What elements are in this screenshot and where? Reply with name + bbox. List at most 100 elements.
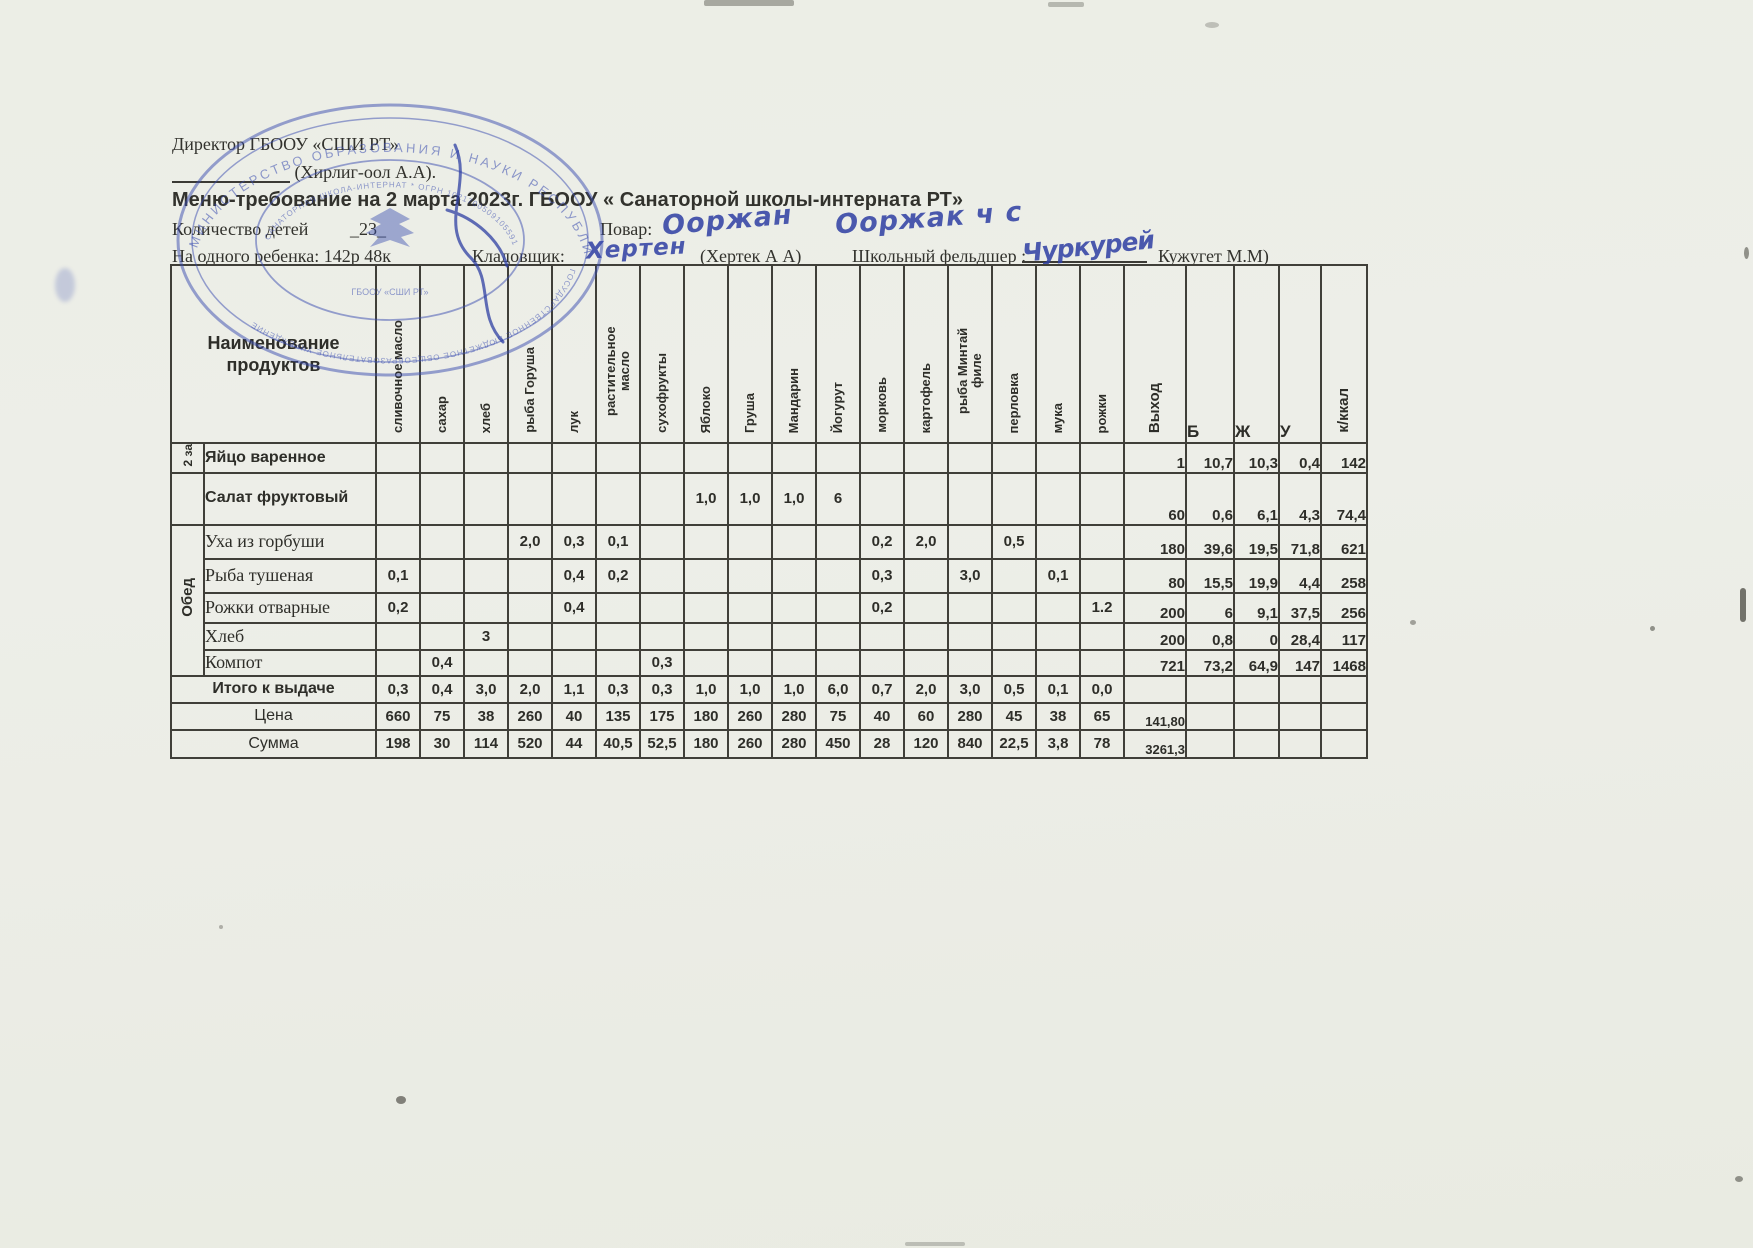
- ingredient-value-cell: [639, 621, 685, 651]
- ingredient-value-cell: [639, 523, 685, 560]
- ingredient-value-cell: [947, 442, 993, 474]
- ingredient-header-label: сливочное масло: [389, 319, 405, 433]
- ingredient-value-cell: [815, 442, 861, 474]
- summary-value-cell: 6: [1185, 591, 1235, 624]
- feldsher-signature-underline: Чуркурей: [1021, 225, 1155, 268]
- summary-value-cell: 147: [1278, 648, 1322, 677]
- ingredient-value-cell: [419, 471, 465, 526]
- ingredient-value-cell: [771, 621, 817, 651]
- ingredient-value-cell: [727, 557, 773, 594]
- sum-row-value-cell: 198: [375, 728, 421, 759]
- feldsher-label: Школьный фельдшер :: [852, 246, 1027, 266]
- dish-row: 2 за Яйцо варенное 1 10,7 10,3 0,4 142: [170, 442, 1368, 474]
- ingredient-value-cell: [507, 591, 553, 624]
- ingredient-value-cell: [595, 471, 641, 526]
- sum-row-value-cell: 3,8: [1035, 728, 1081, 759]
- scan-artifact: [1650, 626, 1655, 631]
- summary-value-cell: 73,2: [1185, 648, 1235, 677]
- scan-artifact: [396, 1096, 406, 1104]
- ingredient-value-cell: [859, 471, 905, 526]
- price-row-value-cell: 180: [683, 701, 729, 731]
- ingredient-value-cell: 0,2: [859, 591, 905, 624]
- summary-value-cell: 10,3: [1233, 442, 1280, 474]
- summary-value-cell: 4,3: [1278, 471, 1322, 526]
- ingredient-value-cell: [1035, 591, 1081, 624]
- ingredient-value-cell: [771, 442, 817, 474]
- price-row-value-cell: 260: [727, 701, 773, 731]
- summary-value-cell: 74,4: [1320, 471, 1368, 526]
- ingredient-value-cell: [375, 648, 421, 677]
- price-row-summary-cell: 141,80: [1123, 701, 1187, 731]
- ingredient-value-cell: [639, 591, 685, 624]
- price-row-value-cell: 38: [1035, 701, 1081, 731]
- summary-value-cell: 0,6: [1185, 471, 1235, 526]
- price-row-summary-cell: [1278, 701, 1322, 731]
- ingredient-value-cell: [991, 471, 1037, 526]
- column-header-summary: Б: [1185, 264, 1235, 444]
- column-header-ingredient: Яблоко: [683, 264, 729, 444]
- totals-row-value-cell: 0,3: [375, 674, 421, 704]
- ingredient-header-label: рожки: [1093, 393, 1109, 433]
- scan-artifact: [704, 0, 794, 6]
- meal-group-label: 2 за: [170, 442, 205, 474]
- ingredient-value-cell: [507, 557, 553, 594]
- totals-row-value-cell: 0,0: [1079, 674, 1125, 704]
- column-header-ingredient: мука: [1035, 264, 1081, 444]
- totals-row-value-cell: 1,0: [771, 674, 817, 704]
- summary-value-cell: 621: [1320, 523, 1368, 560]
- price-row-value-cell: 75: [815, 701, 861, 731]
- ingredient-value-cell: [419, 621, 465, 651]
- column-header-ingredient: перловка: [991, 264, 1037, 444]
- sum-row-value-cell: 28: [859, 728, 905, 759]
- summary-value-cell: 117: [1320, 621, 1368, 651]
- summary-value-cell: 19,9: [1233, 557, 1280, 594]
- price-row-value-cell: 260: [507, 701, 553, 731]
- children-count-value: _23_: [350, 219, 386, 239]
- sum-row-summary-cell: [1185, 728, 1235, 759]
- column-header-summary: Ж: [1233, 264, 1280, 444]
- column-header-ingredient: морковь: [859, 264, 905, 444]
- summary-value-cell: 256: [1320, 591, 1368, 624]
- ingredient-value-cell: [903, 621, 949, 651]
- ingredient-value-cell: 0,2: [375, 591, 421, 624]
- ingredient-value-cell: [771, 648, 817, 677]
- sum-row-value-cell: 450: [815, 728, 861, 759]
- ingredient-value-cell: [1079, 471, 1125, 526]
- price-row-value-cell: 175: [639, 701, 685, 731]
- dish-name: Хлеб: [203, 621, 377, 651]
- ingredient-value-cell: [551, 471, 597, 526]
- totals-row-value-cell: 1,1: [551, 674, 597, 704]
- summary-value-cell: 71,8: [1278, 523, 1322, 560]
- price-row-value-cell: 280: [947, 701, 993, 731]
- sum-row-value-cell: 280: [771, 728, 817, 759]
- ingredient-value-cell: [1035, 648, 1081, 677]
- ingredient-value-cell: 3,0: [947, 557, 993, 594]
- column-header-ingredient: рожки: [1079, 264, 1125, 444]
- ingredient-value-cell: [639, 557, 685, 594]
- totals-row-label: Итого к выдаче: [170, 674, 377, 704]
- summary-value-cell: 142: [1320, 442, 1368, 474]
- totals-row-value-cell: 1,0: [727, 674, 773, 704]
- ingredient-value-cell: [947, 621, 993, 651]
- summary-value-cell: 0,4: [1278, 442, 1322, 474]
- children-count-label: Количество детей: [172, 219, 309, 239]
- column-header-ingredient: картофель: [903, 264, 949, 444]
- dish-name: Рыба тушеная: [203, 557, 377, 594]
- ingredient-value-cell: [991, 591, 1037, 624]
- summary-value-cell: 721: [1123, 648, 1187, 677]
- dish-name: Компот: [203, 648, 377, 677]
- summary-value-cell: 60: [1123, 471, 1187, 526]
- dish-name: Яйцо варенное: [203, 442, 377, 474]
- ingredient-value-cell: [1079, 557, 1125, 594]
- ingredient-value-cell: [815, 648, 861, 677]
- ingredient-value-cell: 0,4: [551, 557, 597, 594]
- summary-value-cell: 28,4: [1278, 621, 1322, 651]
- ingredient-value-cell: 0,3: [551, 523, 597, 560]
- ingredient-value-cell: [463, 523, 509, 560]
- summary-value-cell: 200: [1123, 621, 1187, 651]
- meal-group-label: [170, 471, 205, 526]
- dish-row: Салат фруктовый 1,0 1,0 1,0 6 60 0,6 6,1 4,3 74,4: [170, 471, 1368, 526]
- scan-artifact: [219, 925, 223, 929]
- cook-label: Повар:: [600, 219, 653, 239]
- ingredient-header-label: морковь: [873, 377, 889, 433]
